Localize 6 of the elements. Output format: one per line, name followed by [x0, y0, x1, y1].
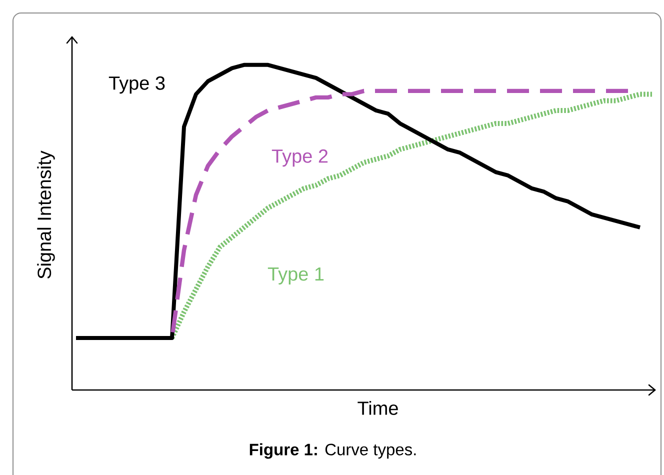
text: Type 1 [268, 267, 324, 284]
series-label: Type 3 [108, 76, 165, 94]
y-axis-title: Signal Intensity [37, 150, 55, 279]
x-axis-title: Time [358, 401, 398, 415]
series-label: Type 2 [272, 149, 328, 167]
text: Figure 1: Curve types. [250, 443, 416, 459]
